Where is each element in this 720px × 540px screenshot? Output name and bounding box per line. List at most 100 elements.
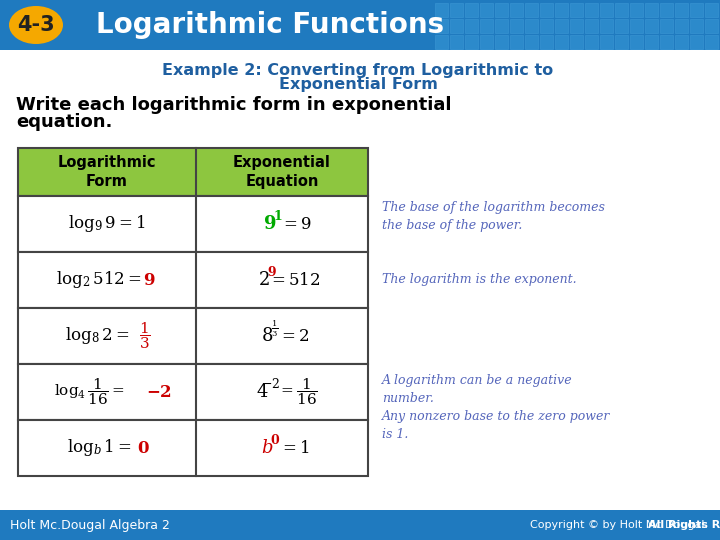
Bar — [660, 3, 673, 17]
Bar — [540, 3, 553, 17]
Text: Logarithmic
Form: Logarithmic Form — [58, 155, 156, 189]
Text: Logarithmic Functions: Logarithmic Functions — [96, 11, 444, 39]
Bar — [690, 3, 703, 17]
Text: $\frac{1}{3}$: $\frac{1}{3}$ — [271, 317, 279, 339]
Bar — [435, 3, 448, 17]
Bar — [435, 19, 448, 33]
Text: The base of the logarithm becomes
the base of the power.: The base of the logarithm becomes the ba… — [382, 200, 605, 232]
Bar — [510, 35, 523, 49]
Text: $\mathbf{9}$: $\mathbf{9}$ — [143, 271, 156, 289]
Bar — [495, 35, 508, 49]
Bar — [525, 3, 538, 17]
Bar — [600, 3, 613, 17]
Bar — [585, 19, 598, 33]
Bar — [660, 35, 673, 49]
Text: $2$: $2$ — [258, 271, 270, 289]
Bar — [555, 35, 568, 49]
Bar — [435, 35, 448, 49]
Bar — [18, 420, 368, 476]
Bar — [630, 3, 643, 17]
Bar — [480, 35, 493, 49]
Bar — [570, 3, 583, 17]
Bar — [0, 510, 720, 540]
Text: The logarithm is the exponent.: The logarithm is the exponent. — [382, 273, 577, 287]
Text: $\mathbf{9}$: $\mathbf{9}$ — [267, 265, 277, 279]
Bar — [510, 19, 523, 33]
Bar — [570, 19, 583, 33]
Text: $\log_9 9 = 1$: $\log_9 9 = 1$ — [68, 213, 146, 234]
Bar — [645, 19, 658, 33]
Bar — [585, 35, 598, 49]
Text: Example 2: Converting from Logarithmic to: Example 2: Converting from Logarithmic t… — [163, 63, 554, 78]
Text: $\mathbf{0}$: $\mathbf{0}$ — [137, 439, 149, 457]
Text: equation.: equation. — [16, 113, 112, 131]
Bar — [675, 35, 688, 49]
Text: $\mathbf{-2}$: $\mathbf{-2}$ — [146, 383, 172, 401]
Bar — [18, 252, 368, 308]
Bar — [690, 19, 703, 33]
Bar — [645, 35, 658, 49]
Bar — [450, 35, 463, 49]
Bar — [660, 19, 673, 33]
Bar — [630, 19, 643, 33]
Ellipse shape — [9, 6, 63, 44]
Bar — [18, 364, 368, 420]
Text: Exponential
Equation: Exponential Equation — [233, 155, 331, 189]
Bar — [465, 19, 478, 33]
Bar — [540, 19, 553, 33]
Bar — [615, 3, 628, 17]
Bar — [585, 3, 598, 17]
Bar — [675, 3, 688, 17]
Text: $\log_4 \dfrac{1}{16} =$: $\log_4 \dfrac{1}{16} =$ — [53, 376, 125, 407]
Bar — [480, 3, 493, 17]
Bar — [495, 3, 508, 17]
Bar — [0, 0, 720, 50]
Text: $= 1$: $= 1$ — [279, 439, 309, 457]
Bar — [630, 35, 643, 49]
Text: $8$: $8$ — [261, 327, 273, 345]
Text: $\log_2 512 =$: $\log_2 512 =$ — [56, 269, 142, 291]
Bar — [705, 3, 718, 17]
Bar — [18, 308, 368, 364]
Bar — [465, 3, 478, 17]
Text: $\mathit{b}$: $\mathit{b}$ — [261, 439, 273, 457]
Text: 4-3: 4-3 — [17, 15, 55, 35]
Text: $-2$: $-2$ — [261, 377, 281, 391]
Bar — [690, 35, 703, 49]
Bar — [600, 35, 613, 49]
Text: $= 2$: $= 2$ — [279, 327, 310, 345]
Bar — [525, 19, 538, 33]
Bar — [18, 196, 368, 252]
Text: $\mathbf{0}$: $\mathbf{0}$ — [270, 433, 280, 447]
Bar — [18, 148, 368, 196]
Bar — [480, 19, 493, 33]
Bar — [510, 3, 523, 17]
Text: A logarithm can be a negative
number.
Any nonzero base to the zero power
is 1.: A logarithm can be a negative number. An… — [382, 374, 611, 441]
Bar — [645, 3, 658, 17]
Bar — [540, 35, 553, 49]
Bar — [615, 35, 628, 49]
Bar — [465, 35, 478, 49]
Bar — [450, 3, 463, 17]
Text: $\mathbf{9}$: $\mathbf{9}$ — [264, 215, 276, 233]
Text: $= \dfrac{1}{16}$: $= \dfrac{1}{16}$ — [278, 376, 318, 407]
Text: $\dfrac{1}{3}$: $\dfrac{1}{3}$ — [139, 321, 151, 352]
Bar — [675, 19, 688, 33]
Bar — [705, 19, 718, 33]
Bar — [570, 35, 583, 49]
Text: $= 9$: $= 9$ — [280, 215, 312, 233]
Text: Exponential Form: Exponential Form — [279, 78, 438, 92]
Bar — [705, 35, 718, 49]
Bar — [555, 19, 568, 33]
Bar — [555, 3, 568, 17]
Text: $\mathbf{1}$: $\mathbf{1}$ — [274, 209, 283, 223]
Bar — [600, 19, 613, 33]
Text: $\log_b 1 =$: $\log_b 1 =$ — [67, 437, 131, 458]
Text: $= 512$: $= 512$ — [268, 271, 320, 289]
Text: $\log_8 2 =$: $\log_8 2 =$ — [65, 326, 129, 347]
Text: Write each logarithmic form in exponential: Write each logarithmic form in exponenti… — [16, 96, 451, 114]
Bar — [615, 19, 628, 33]
Text: Holt Mc.Dougal Algebra 2: Holt Mc.Dougal Algebra 2 — [10, 518, 170, 531]
Text: $4$: $4$ — [256, 383, 269, 401]
Bar — [525, 35, 538, 49]
